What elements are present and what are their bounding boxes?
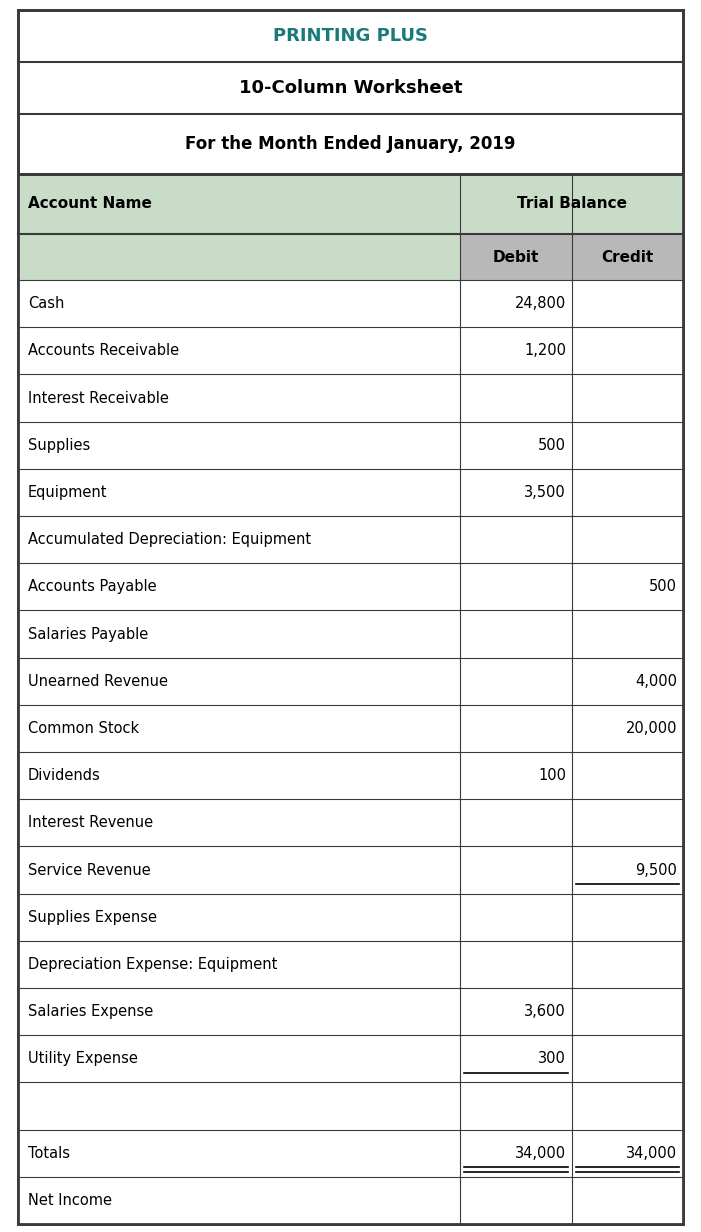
Text: 10-Column Worksheet: 10-Column Worksheet bbox=[239, 79, 462, 97]
Bar bbox=[18, 658, 683, 705]
Bar bbox=[18, 328, 683, 375]
Text: Account Name: Account Name bbox=[28, 196, 152, 212]
Bar bbox=[461, 234, 572, 280]
Text: Equipment: Equipment bbox=[28, 485, 107, 500]
Text: 500: 500 bbox=[538, 437, 566, 452]
Text: 4,000: 4,000 bbox=[635, 674, 677, 689]
Bar bbox=[18, 705, 683, 752]
Text: Interest Receivable: Interest Receivable bbox=[28, 391, 169, 405]
Text: For the Month Ended January, 2019: For the Month Ended January, 2019 bbox=[185, 136, 516, 153]
Text: Accounts Payable: Accounts Payable bbox=[28, 579, 156, 594]
Bar bbox=[18, 234, 461, 280]
Bar bbox=[18, 610, 683, 658]
Bar bbox=[461, 174, 683, 234]
Bar bbox=[18, 1177, 683, 1225]
Text: 1,200: 1,200 bbox=[524, 344, 566, 359]
Bar bbox=[18, 1130, 683, 1177]
Bar bbox=[18, 375, 683, 421]
Text: Depreciation Expense: Equipment: Depreciation Expense: Equipment bbox=[28, 957, 278, 972]
Text: Unearned Revenue: Unearned Revenue bbox=[28, 674, 168, 689]
Bar bbox=[18, 752, 683, 800]
Bar bbox=[18, 421, 683, 469]
Text: Supplies Expense: Supplies Expense bbox=[28, 909, 157, 925]
Text: 34,000: 34,000 bbox=[515, 1146, 566, 1161]
Text: Cash: Cash bbox=[28, 296, 64, 312]
Bar bbox=[18, 174, 461, 234]
Bar bbox=[18, 10, 683, 174]
Bar bbox=[18, 563, 683, 610]
Bar bbox=[18, 846, 683, 893]
Bar bbox=[572, 234, 683, 280]
Text: Utility Expense: Utility Expense bbox=[28, 1051, 138, 1067]
Text: 9,500: 9,500 bbox=[635, 862, 677, 877]
Text: Net Income: Net Income bbox=[28, 1193, 112, 1207]
Bar bbox=[18, 174, 683, 1225]
Text: Interest Revenue: Interest Revenue bbox=[28, 816, 153, 830]
Bar bbox=[18, 1035, 683, 1083]
Bar bbox=[18, 800, 683, 846]
Text: Totals: Totals bbox=[28, 1146, 70, 1161]
Bar bbox=[18, 941, 683, 988]
Text: 500: 500 bbox=[649, 579, 677, 594]
Text: Common Stock: Common Stock bbox=[28, 721, 139, 736]
Text: 3,600: 3,600 bbox=[524, 1004, 566, 1019]
Text: Trial Balance: Trial Balance bbox=[517, 196, 627, 212]
Text: Salaries Expense: Salaries Expense bbox=[28, 1004, 154, 1019]
Text: 300: 300 bbox=[538, 1051, 566, 1067]
Bar bbox=[18, 174, 683, 1225]
Text: PRINTING PLUS: PRINTING PLUS bbox=[273, 27, 428, 46]
Text: Credit: Credit bbox=[601, 250, 653, 265]
Bar bbox=[18, 893, 683, 941]
Text: Service Revenue: Service Revenue bbox=[28, 862, 151, 877]
Text: Debit: Debit bbox=[493, 250, 539, 265]
Bar bbox=[18, 469, 683, 516]
Bar bbox=[18, 516, 683, 563]
Text: 24,800: 24,800 bbox=[515, 296, 566, 312]
Text: 34,000: 34,000 bbox=[626, 1146, 677, 1161]
Bar bbox=[18, 1083, 683, 1130]
Text: 20,000: 20,000 bbox=[625, 721, 677, 736]
Text: Accumulated Depreciation: Equipment: Accumulated Depreciation: Equipment bbox=[28, 532, 311, 547]
Text: Accounts Receivable: Accounts Receivable bbox=[28, 344, 179, 359]
Text: Salaries Payable: Salaries Payable bbox=[28, 627, 148, 642]
Text: Dividends: Dividends bbox=[28, 768, 101, 784]
Text: 100: 100 bbox=[538, 768, 566, 784]
Text: 3,500: 3,500 bbox=[524, 485, 566, 500]
Bar bbox=[18, 10, 683, 174]
Bar bbox=[18, 280, 683, 328]
Bar bbox=[18, 988, 683, 1035]
Text: Supplies: Supplies bbox=[28, 437, 90, 452]
